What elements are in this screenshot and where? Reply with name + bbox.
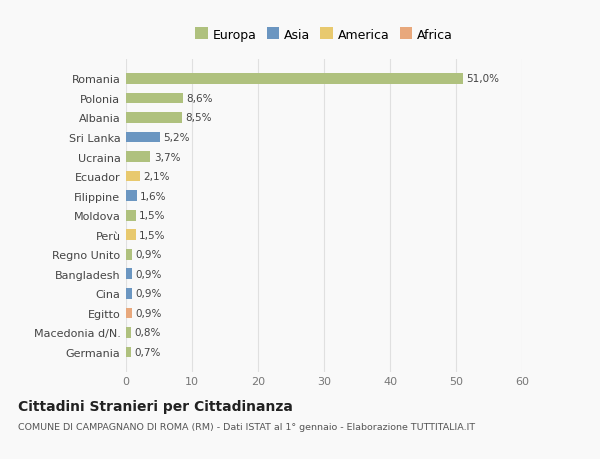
Bar [126,191,137,202]
Bar [126,230,136,241]
Text: 0,9%: 0,9% [135,250,161,260]
Text: 3,7%: 3,7% [154,152,180,162]
Bar [126,171,140,182]
Bar [126,288,132,299]
Text: 0,8%: 0,8% [134,328,161,338]
Legend: Europa, Asia, America, Africa: Europa, Asia, America, Africa [191,25,457,46]
Bar [126,269,132,280]
Text: 0,9%: 0,9% [135,289,161,299]
Text: 1,5%: 1,5% [139,211,166,221]
Text: Cittadini Stranieri per Cittadinanza: Cittadini Stranieri per Cittadinanza [18,399,293,413]
Text: 51,0%: 51,0% [466,74,499,84]
Text: 5,2%: 5,2% [164,133,190,143]
Bar [126,132,160,143]
Bar [126,152,151,162]
Text: 1,5%: 1,5% [139,230,166,240]
Text: 1,6%: 1,6% [140,191,166,201]
Text: COMUNE DI CAMPAGNANO DI ROMA (RM) - Dati ISTAT al 1° gennaio - Elaborazione TUTT: COMUNE DI CAMPAGNANO DI ROMA (RM) - Dati… [18,422,475,431]
Text: 0,9%: 0,9% [135,308,161,318]
Bar [126,113,182,123]
Bar [126,347,131,358]
Text: 0,9%: 0,9% [135,269,161,279]
Text: 0,7%: 0,7% [134,347,160,357]
Bar [126,210,136,221]
Text: 8,5%: 8,5% [185,113,212,123]
Bar [126,74,463,84]
Text: 2,1%: 2,1% [143,172,170,182]
Bar [126,308,132,319]
Text: 8,6%: 8,6% [186,94,212,104]
Bar [126,93,183,104]
Bar [126,327,131,338]
Bar [126,249,132,260]
